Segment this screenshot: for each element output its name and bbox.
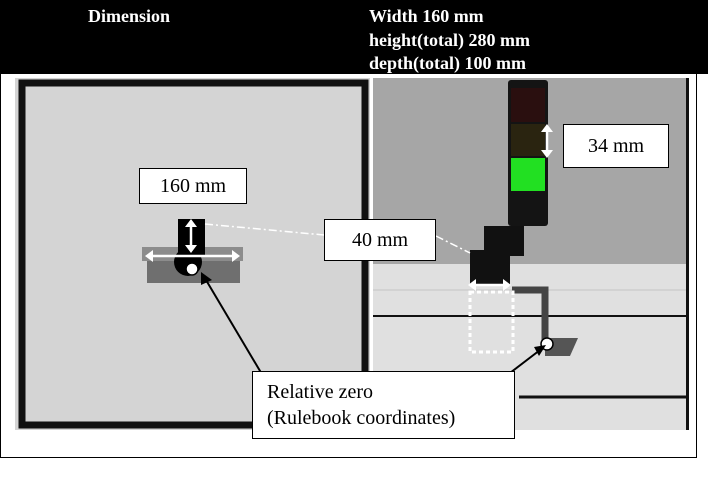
segment-callout: 34 mm bbox=[563, 124, 669, 168]
relative-zero-callout: Relative zero (Rulebook coordinates) bbox=[252, 371, 515, 439]
zero-point-top-view bbox=[185, 262, 199, 276]
leader-width bbox=[204, 223, 325, 236]
header-spec-height: height(total) 280 mm bbox=[369, 30, 530, 50]
width-arrow-right bbox=[232, 250, 240, 262]
amber-segment bbox=[511, 124, 545, 156]
frame-left-line bbox=[0, 74, 1, 458]
green-segment bbox=[511, 158, 545, 191]
header-bar bbox=[0, 0, 708, 74]
stack-light-side-view bbox=[468, 80, 578, 356]
depth-callout: 40 mm bbox=[324, 219, 436, 261]
width-arrow-left bbox=[145, 250, 153, 262]
header-dimension-label: Dimension bbox=[88, 6, 171, 26]
frame-bottom-line bbox=[0, 457, 697, 458]
pointer-arrow-top-view bbox=[205, 279, 264, 377]
tower-top-view bbox=[142, 219, 243, 283]
red-segment bbox=[511, 88, 545, 122]
relative-zero-title: Relative zero bbox=[267, 381, 374, 403]
leader-depth bbox=[435, 235, 471, 254]
frame-right-line bbox=[696, 74, 697, 458]
relative-zero-subtitle: (Rulebook coordinates) bbox=[267, 407, 456, 429]
width-callout: 160 mm bbox=[139, 168, 247, 204]
header-spec-width: Width 160 mm bbox=[369, 6, 484, 26]
dashed-footprint bbox=[468, 290, 515, 354]
support-bracket bbox=[512, 286, 549, 344]
header-spec-depth: depth(total) 100 mm bbox=[369, 53, 526, 73]
